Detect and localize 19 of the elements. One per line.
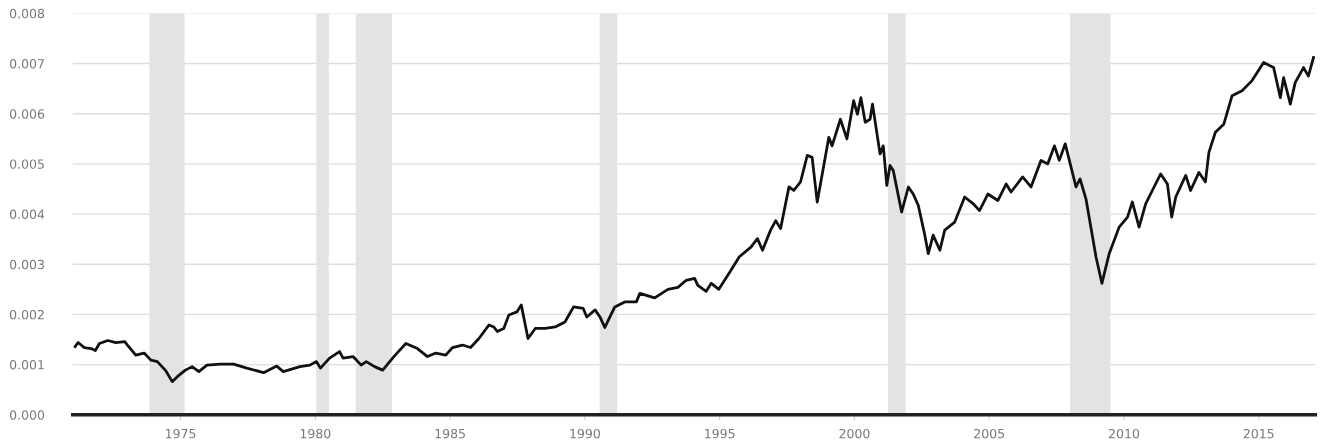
y-tick-label: 0.005 xyxy=(9,159,44,169)
y-tick-label: 0.002 xyxy=(9,309,44,320)
x-tick-label: 2015 xyxy=(1243,428,1274,439)
x-tick-label: 1985 xyxy=(435,428,465,439)
x-tick-label: 1995 xyxy=(705,428,735,439)
x-tick-label: 2000 xyxy=(839,428,870,439)
line-series xyxy=(73,56,1315,384)
y-tick-label: 0.006 xyxy=(9,109,45,119)
x-tick-label: 1980 xyxy=(300,428,331,439)
y-tick-label: 0.001 xyxy=(9,360,44,370)
x-tick-label: 2005 xyxy=(974,428,1005,439)
y-tick-label: 0.004 xyxy=(9,209,45,220)
y-tick-label: 0.003 xyxy=(9,259,44,270)
x-tick-label: 1990 xyxy=(570,428,600,439)
y-tick-label: 0.008 xyxy=(9,8,45,19)
x-tick-label: 2010 xyxy=(1109,428,1140,439)
x-tick-label: 1975 xyxy=(166,428,196,439)
y-tick-label: 0.007 xyxy=(9,59,44,69)
y-tick-label: 0.000 xyxy=(9,410,45,420)
